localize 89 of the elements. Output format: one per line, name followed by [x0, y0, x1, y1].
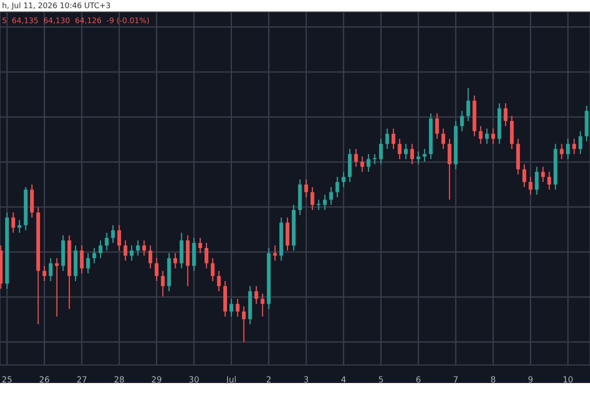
- candlestick: [136, 240, 140, 256]
- x-tick-label: 8: [491, 376, 496, 383]
- x-tick-label: 3: [304, 376, 308, 383]
- candlestick: [304, 178, 308, 198]
- candlestick: [366, 153, 370, 172]
- candlestick: [398, 138, 402, 160]
- x-tick-label: 7: [454, 376, 458, 382]
- candlestick: [385, 128, 390, 150]
- x-tick-label: 26: [40, 376, 50, 383]
- candlestick: [80, 244, 84, 274]
- candlestick: [55, 258, 59, 318]
- candlestick: [111, 224, 115, 244]
- candlestick: [242, 306, 246, 343]
- candlestick: [254, 286, 258, 304]
- candlestick: [192, 237, 196, 272]
- x-tick-label: Jul: [226, 376, 236, 384]
- candlestick: [547, 171, 552, 190]
- candlestick: [460, 110, 464, 132]
- candlestick: [435, 112, 439, 140]
- candlestick: [485, 128, 489, 144]
- candlestick: [30, 184, 34, 218]
- x-tick-label: 25: [2, 376, 12, 383]
- candlestick: [160, 270, 165, 297]
- candlestick: [416, 150, 420, 165]
- x-tick-label: 28: [114, 376, 124, 383]
- candlestick: [210, 258, 215, 282]
- candlestick: [572, 138, 576, 155]
- candlestick: [360, 156, 364, 172]
- candlestick: [124, 240, 128, 262]
- candlestick: [154, 258, 158, 282]
- candlestick: [541, 166, 545, 183]
- candlestick: [466, 87, 470, 122]
- candlestick: [392, 128, 396, 150]
- x-tick-label: 30: [189, 376, 199, 383]
- candlestick: [578, 130, 582, 155]
- candlestick: [329, 186, 333, 206]
- candlestick: [148, 244, 152, 269]
- candlestick: [217, 270, 221, 292]
- candlestick: [372, 153, 377, 165]
- x-tick-label: 4: [341, 376, 346, 382]
- candlestick: [566, 138, 570, 160]
- candlestick: [198, 237, 202, 254]
- candlestick: [422, 148, 426, 162]
- candlestick: [522, 164, 526, 188]
- candlestick: [560, 143, 564, 160]
- candlestick: [98, 240, 102, 259]
- candlestick: [273, 244, 277, 262]
- candlestick: [92, 247, 96, 264]
- candlestick: [478, 126, 483, 144]
- candlestick: [42, 265, 46, 282]
- candlestick: [11, 212, 16, 234]
- candlestick: [180, 232, 184, 269]
- candlestick: [528, 176, 532, 196]
- candlestick: [260, 293, 264, 318]
- candlestick: [117, 224, 122, 252]
- x-tick-label: 27: [77, 376, 86, 382]
- candlestick: [322, 194, 327, 210]
- candlestick: [441, 128, 446, 150]
- candlestick: [491, 128, 496, 144]
- candlestick: [18, 220, 22, 234]
- candlestick: [173, 252, 178, 269]
- candlestick: [379, 138, 383, 165]
- candlestick: [104, 232, 109, 252]
- candlestick: [86, 252, 90, 274]
- candlestick: [142, 240, 146, 256]
- x-tick-label: 6: [416, 376, 420, 383]
- candlestick: [335, 176, 340, 198]
- candlestick: [236, 298, 240, 318]
- candlestick: [286, 216, 290, 252]
- candlestick: [504, 102, 508, 127]
- candlestick: [354, 148, 358, 168]
- candlestick: [130, 244, 134, 262]
- candlestick: [348, 148, 352, 183]
- x-tick-label: 29: [152, 376, 162, 383]
- candlestick: [310, 186, 314, 210]
- x-tick-label: 9: [528, 376, 533, 383]
- candlestick: [448, 138, 452, 200]
- candlestick: [534, 166, 539, 196]
- x-tick-label: 5: [378, 376, 383, 383]
- candlestick: [410, 143, 414, 165]
- candlestick: [342, 171, 346, 188]
- candlestick: [204, 242, 208, 269]
- candlestick: [404, 143, 408, 160]
- x-tick-label: 10: [564, 376, 573, 383]
- candlestick: [510, 115, 514, 150]
- candlestick: [316, 199, 320, 210]
- candlestick: [48, 258, 53, 282]
- candlestick: [230, 298, 234, 318]
- x-tick-label: 2: [266, 376, 271, 382]
